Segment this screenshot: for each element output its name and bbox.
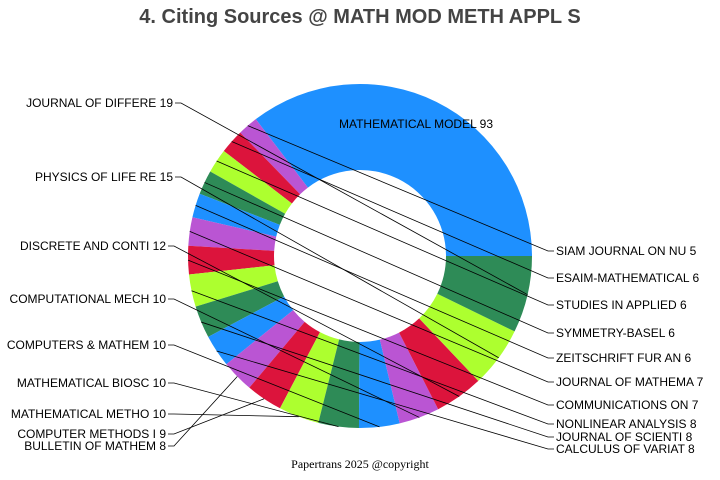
leader-line: [247, 125, 554, 252]
leader-line: [168, 398, 265, 435]
slice-discrete-and-conti: [399, 318, 479, 410]
slice-label: MATHEMATICAL MODEL 93: [339, 117, 493, 131]
slice-computers-mathem: [358, 339, 400, 428]
slice-labels: MATHEMATICAL MODEL 93 SIAM JOURNAL ON NU …: [7, 96, 704, 456]
slice-mathematical-metho: [279, 332, 340, 423]
leader-line: [189, 231, 554, 383]
slice-mathematical-biosc: [318, 339, 360, 428]
slice-journal-of-mathema: [188, 217, 277, 251]
slice-label: COMPUTERS & MATHEM 10: [7, 338, 166, 352]
leader-line: [168, 298, 420, 418]
slice-symmetry-basel: [199, 171, 286, 225]
slice-label: CALCULUS OF VARIAT 8: [556, 442, 695, 456]
leader-line: [175, 102, 528, 296]
slice-label: STUDIES IN APPLIED 6: [556, 298, 687, 312]
slice-label: BULLETIN OF MATHEM 8: [24, 439, 166, 453]
slice-label: JOURNAL OF MATHEMA 7: [556, 375, 704, 389]
slice-label: COMPUTATIONAL MECH 10: [10, 292, 167, 306]
slice-communications-on: [188, 245, 275, 275]
slice-mathematical-model: [255, 83, 532, 256]
leader-line: [187, 259, 554, 406]
leader-line: [175, 176, 499, 359]
leader-line: [216, 160, 554, 306]
slice-computational-mech: [379, 332, 439, 424]
leader-line: [231, 141, 554, 279]
slice-label: MATHEMATICAL BIOSC 10: [17, 376, 166, 390]
slice-zeitschrift-fur-an: [192, 193, 280, 237]
leader-line: [168, 413, 299, 418]
leader-line: [204, 182, 554, 334]
slice-esaim-mathematical: [223, 132, 301, 204]
slice-label: DISCRETE AND CONTI 12: [20, 239, 166, 253]
slice-label: JOURNAL OF SCIENTI 8: [556, 430, 693, 444]
slice-calculus-of-variat: [208, 296, 294, 365]
chart-title: 4. Citing Sources @ MATH MOD METH APPL S: [139, 6, 581, 28]
slice-label: PHYSICS OF LIFE RE 15: [35, 170, 173, 184]
slice-label: JOURNAL OF DIFFERE 19: [26, 96, 173, 110]
slice-label: COMPUTER METHODS I 9: [17, 427, 166, 441]
slice-label: NONLINEAR ANALYSIS 8: [556, 417, 697, 431]
slice-bulletin-of-mathem: [226, 310, 305, 388]
slice-label: COMMUNICATIONS ON 7: [556, 398, 699, 412]
slice-label: SYMMETRY-BASEL 6: [556, 326, 675, 340]
slice-siam-journal-on-nu: [240, 119, 308, 195]
slice-label: MATHEMATICAL METHO 10: [11, 407, 166, 421]
leader-line: [195, 205, 554, 359]
footer-copyright: Papertrans 2025 @copyright: [291, 457, 429, 471]
slice-physics-of-life-re: [419, 293, 515, 381]
slice-computer-methods-i: [249, 321, 320, 409]
slice-nonlinear-analysis: [188, 265, 278, 307]
leader-line: [201, 321, 554, 438]
slice-label: SIAM JOURNAL ON NU 5: [556, 244, 697, 258]
leader-line: [168, 382, 339, 428]
slice-label: ZEITSCHRIFT FUR AN 6: [556, 351, 691, 365]
leader-line: [216, 350, 554, 450]
slice-journal-of-differe: [437, 256, 532, 332]
leader-line: [191, 290, 554, 425]
leader-line: [168, 245, 460, 397]
slice-label: ESAIM-MATHEMATICAL 6: [556, 271, 699, 285]
leader-line: [168, 376, 238, 447]
leader-line: [168, 344, 380, 428]
